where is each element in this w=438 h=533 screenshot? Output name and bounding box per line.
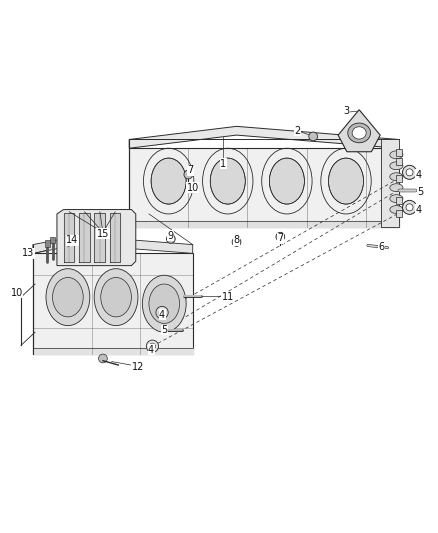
Polygon shape (57, 209, 136, 265)
Text: 14: 14 (66, 235, 78, 245)
Ellipse shape (390, 151, 403, 159)
Ellipse shape (390, 162, 403, 169)
Text: 9: 9 (168, 231, 174, 241)
Text: 7: 7 (187, 165, 194, 175)
Text: 11: 11 (222, 292, 234, 302)
Ellipse shape (352, 127, 366, 139)
Circle shape (403, 165, 417, 179)
Text: 3: 3 (343, 106, 349, 116)
Text: 15: 15 (97, 229, 109, 239)
Circle shape (149, 343, 155, 349)
Polygon shape (33, 236, 193, 253)
Ellipse shape (328, 158, 364, 204)
Text: 10: 10 (187, 183, 199, 192)
Text: 4: 4 (415, 205, 421, 215)
Ellipse shape (210, 158, 245, 204)
Circle shape (159, 310, 165, 316)
Text: 4: 4 (148, 345, 154, 355)
Ellipse shape (94, 269, 138, 326)
Text: 2: 2 (295, 126, 301, 136)
Text: 5: 5 (161, 325, 167, 335)
Bar (50, 237, 55, 243)
Polygon shape (94, 213, 105, 262)
Circle shape (184, 170, 193, 179)
Ellipse shape (348, 123, 371, 143)
Ellipse shape (390, 184, 403, 191)
Circle shape (406, 169, 413, 176)
Polygon shape (338, 110, 380, 152)
Ellipse shape (53, 278, 83, 317)
Ellipse shape (390, 206, 403, 214)
Text: 8: 8 (233, 235, 240, 245)
Circle shape (406, 204, 413, 211)
Bar (396, 197, 402, 204)
Circle shape (99, 354, 107, 363)
Polygon shape (110, 213, 120, 262)
Polygon shape (64, 213, 74, 262)
Circle shape (403, 200, 417, 214)
Circle shape (232, 238, 241, 246)
Circle shape (146, 340, 159, 352)
Polygon shape (129, 148, 399, 227)
Polygon shape (79, 213, 90, 262)
Ellipse shape (142, 275, 186, 332)
Text: 5: 5 (417, 187, 424, 197)
Text: 1: 1 (220, 159, 226, 168)
Ellipse shape (390, 173, 403, 181)
Ellipse shape (269, 158, 304, 204)
Ellipse shape (149, 284, 180, 324)
Circle shape (166, 235, 175, 243)
Text: 4: 4 (159, 310, 165, 320)
Text: 4: 4 (415, 169, 421, 180)
Text: 13: 13 (22, 248, 35, 259)
Circle shape (309, 132, 318, 141)
Ellipse shape (101, 278, 131, 317)
Circle shape (276, 232, 285, 241)
Ellipse shape (46, 269, 90, 326)
Bar (396, 149, 402, 156)
Bar (45, 240, 50, 247)
Text: 12: 12 (132, 362, 144, 372)
Ellipse shape (390, 195, 403, 203)
Bar (396, 158, 402, 165)
Polygon shape (381, 140, 399, 227)
Text: 7: 7 (277, 233, 283, 243)
Ellipse shape (151, 158, 186, 204)
Polygon shape (33, 253, 193, 354)
Bar (396, 175, 402, 182)
Circle shape (156, 306, 168, 319)
Text: 6: 6 (378, 242, 384, 252)
Text: 10: 10 (11, 288, 23, 298)
Polygon shape (129, 126, 399, 148)
Bar (396, 211, 402, 217)
